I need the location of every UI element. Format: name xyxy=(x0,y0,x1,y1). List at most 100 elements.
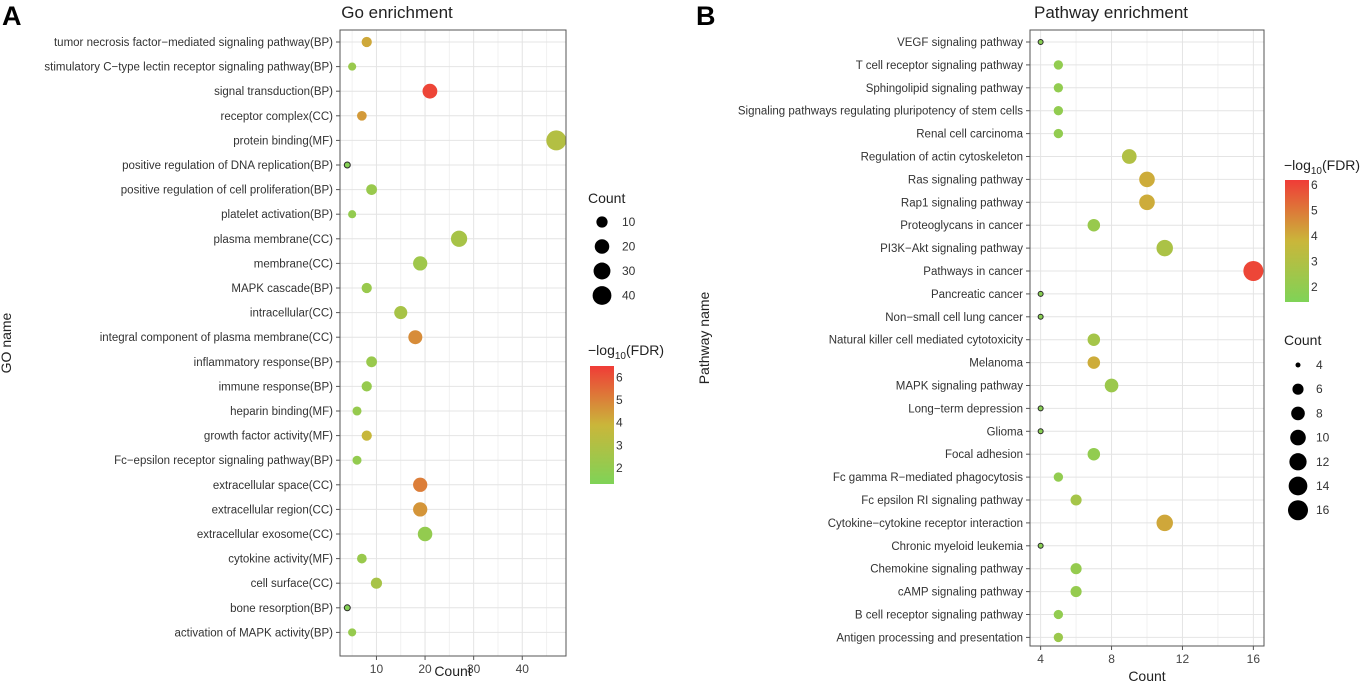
category-label: growth factor activity(MF) xyxy=(204,431,333,443)
panel-b-frame xyxy=(1029,29,1265,647)
data-point xyxy=(1037,405,1044,412)
panel-b-size-legend-title: Count xyxy=(1284,332,1321,348)
data-point xyxy=(1053,609,1064,620)
data-point xyxy=(366,356,377,368)
category-label: MAPK signaling pathway xyxy=(896,381,1023,393)
category-label: activation of MAPK activity(BP) xyxy=(175,627,334,639)
panel-a-color-legend: −log10(FDR) 2 3 4 5 6 xyxy=(588,342,664,484)
data-point xyxy=(546,130,567,151)
category-label: immune response(BP) xyxy=(219,381,334,393)
panel-a-letter: A xyxy=(2,1,22,31)
colorbar-tick-label: 6 xyxy=(616,370,623,384)
panel-b-x-ticks: 4 8 12 16 xyxy=(1037,646,1260,666)
data-point xyxy=(450,230,468,247)
category-label: integral component of plasma membrane(CC… xyxy=(100,332,333,344)
x-tick-label: 8 xyxy=(1108,652,1115,666)
data-point xyxy=(422,83,438,99)
panel-a-points xyxy=(343,36,567,637)
data-point xyxy=(1156,239,1173,257)
data-point xyxy=(417,526,433,542)
data-point xyxy=(1070,563,1082,575)
panel-b-color-legend: −log10(FDR) 2 3 4 5 6 xyxy=(1284,157,1360,302)
data-point xyxy=(1087,356,1101,369)
data-point xyxy=(394,306,408,320)
category-label: B cell receptor signaling pathway xyxy=(855,610,1023,622)
colorbar-tick-label: 3 xyxy=(616,438,623,452)
category-label: bone resorption(BP) xyxy=(230,603,333,615)
panel-b: B Pathway enrichment VEGF signaling path… xyxy=(696,1,1360,682)
category-label: membrane(CC) xyxy=(254,258,333,270)
panel-b-xlabel: Count xyxy=(1128,668,1165,682)
data-point xyxy=(1139,171,1155,188)
data-point xyxy=(1053,632,1064,643)
panel-b-title: Pathway enrichment xyxy=(1034,3,1188,22)
data-point xyxy=(361,381,372,392)
category-label: T cell receptor signaling pathway xyxy=(856,60,1024,72)
category-label: Renal cell carcinoma xyxy=(916,129,1023,141)
panel-b-category-labels: VEGF signaling pathway T cell receptor si… xyxy=(738,37,1030,644)
data-point xyxy=(361,36,372,48)
x-tick-label: 12 xyxy=(1176,652,1190,666)
data-point xyxy=(1087,333,1101,346)
category-label: Chronic myeloid leukemia xyxy=(891,541,1023,553)
data-point xyxy=(348,210,357,219)
data-point xyxy=(343,604,351,612)
colorbar-tick-label: 4 xyxy=(616,416,623,430)
colorbar-tick-label: 2 xyxy=(616,461,623,475)
size-legend-key xyxy=(1290,429,1306,446)
size-legend-key xyxy=(593,262,611,280)
category-label: Proteoglycans in cancer xyxy=(900,220,1023,232)
data-point xyxy=(1243,261,1264,281)
size-legend-key xyxy=(1288,476,1308,496)
x-tick-label: 4 xyxy=(1037,652,1044,666)
size-legend-key xyxy=(1291,406,1305,421)
category-label: stimulatory C−type lectin receptor signa… xyxy=(44,62,333,74)
category-label: Focal adhesion xyxy=(945,449,1023,461)
category-label: Rap1 signaling pathway xyxy=(901,197,1023,209)
panel-a-colorbar xyxy=(590,366,614,484)
category-label: MAPK cascade(BP) xyxy=(231,283,333,295)
panel-a-frame xyxy=(339,29,567,657)
category-label: Sphingolipid signaling pathway xyxy=(866,83,1024,95)
panel-a-color-legend-title: −log10(FDR) xyxy=(588,342,664,362)
panel-b-ylabel: Pathway name xyxy=(696,291,712,384)
size-legend-key xyxy=(1289,453,1307,471)
data-point xyxy=(348,62,357,71)
data-point xyxy=(348,628,357,637)
category-label: intracellular(CC) xyxy=(250,308,333,320)
data-point xyxy=(1053,60,1064,70)
category-label: tumor necrosis factor−mediated signaling… xyxy=(54,37,333,49)
panel-b-points xyxy=(1037,39,1264,643)
data-point xyxy=(361,430,372,441)
data-point xyxy=(370,577,383,589)
panel-b-color-legend-title: −log10(FDR) xyxy=(1284,157,1360,177)
size-legend-key xyxy=(1288,500,1308,521)
x-tick-label: 16 xyxy=(1247,652,1261,666)
panel-b-grid xyxy=(1030,30,1264,646)
data-point xyxy=(1139,194,1155,211)
size-legend-label: 8 xyxy=(1316,406,1323,420)
data-point xyxy=(1037,39,1044,45)
panel-b-size-legend: Count 4 6 8 10 12 14 16 xyxy=(1284,332,1330,521)
data-point xyxy=(413,256,428,271)
data-point xyxy=(357,553,367,564)
colorbar-tick-label: 2 xyxy=(1311,280,1318,294)
x-tick-label: 40 xyxy=(516,662,530,676)
data-point xyxy=(1121,149,1137,164)
data-point xyxy=(1087,218,1101,232)
category-label: inflammatory response(BP) xyxy=(194,357,333,369)
data-point xyxy=(352,406,362,416)
category-label: cAMP signaling pathway xyxy=(898,587,1023,599)
panel-a: A Go enrichment tumor necrosis factor−me… xyxy=(0,1,664,679)
size-legend-label: 30 xyxy=(622,264,636,278)
data-point xyxy=(343,161,351,169)
data-point xyxy=(1037,290,1044,297)
panel-a-title: Go enrichment xyxy=(341,3,453,22)
data-point xyxy=(1053,106,1064,116)
size-legend-label: 10 xyxy=(622,215,636,229)
colorbar-tick-label: 5 xyxy=(616,393,623,407)
category-label: Fc−epsilon receptor signaling pathway(BP… xyxy=(114,455,333,467)
category-label: Natural killer cell mediated cytotoxicit… xyxy=(829,335,1024,347)
data-point xyxy=(1053,128,1064,139)
